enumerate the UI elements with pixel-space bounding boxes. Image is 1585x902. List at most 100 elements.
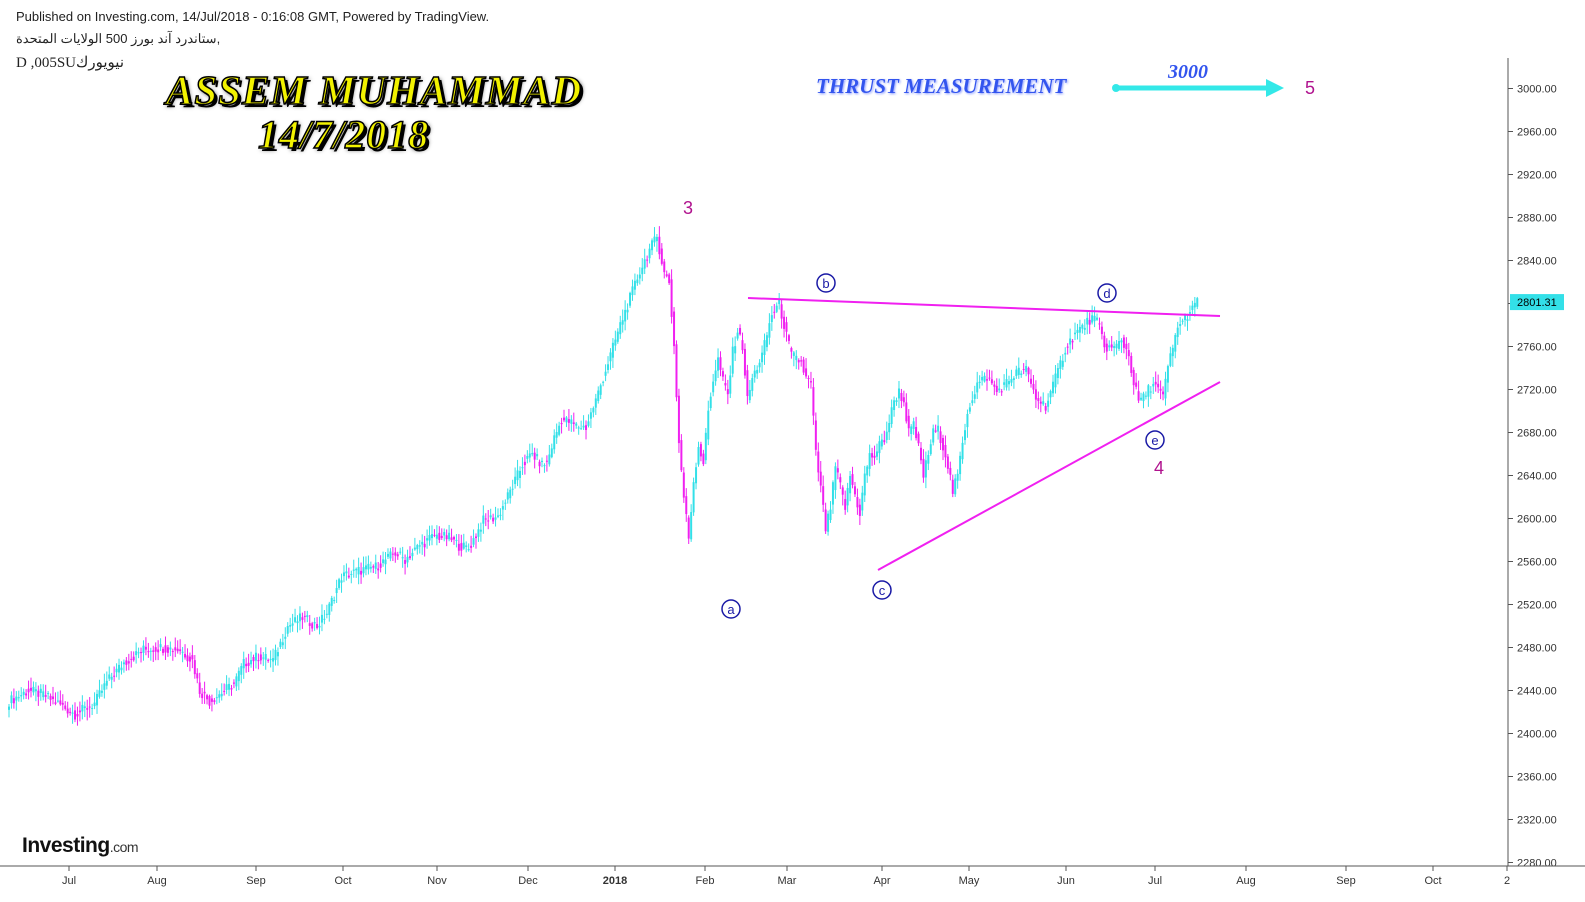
- candle-body: [93, 702, 96, 707]
- candle-body: [316, 624, 319, 629]
- candle-body: [386, 553, 389, 557]
- candle-body: [242, 659, 245, 669]
- candle-body: [1096, 317, 1099, 320]
- logo-main: Investing: [22, 834, 110, 857]
- candle-body: [790, 348, 793, 352]
- candle-body: [692, 482, 695, 513]
- candle-body: [1032, 383, 1035, 390]
- candle-body: [1098, 323, 1101, 325]
- candle-body: [682, 472, 685, 498]
- candle-body: [267, 659, 270, 661]
- price-axis[interactable]: 3000.002960.002920.002880.002840.002800.…: [1507, 58, 1564, 870]
- time-tick-label: Feb: [696, 875, 715, 887]
- price-tick-label: 3000.00: [1517, 84, 1557, 96]
- candle-body: [443, 532, 446, 536]
- candle-body: [873, 455, 876, 458]
- candle-body: [626, 309, 629, 313]
- candle-body: [819, 471, 822, 486]
- price-tick-label: 2920.00: [1517, 170, 1557, 182]
- candle-body: [653, 236, 656, 243]
- candle-body: [159, 644, 162, 648]
- candle-body: [983, 375, 986, 382]
- candle-body: [978, 381, 981, 384]
- candle-body: [193, 660, 196, 675]
- candle-body: [1184, 315, 1187, 321]
- candle-body: [286, 626, 289, 634]
- candle-body: [240, 666, 243, 675]
- time-tick-label: Nov: [427, 875, 447, 887]
- candle-body: [360, 570, 363, 575]
- candle-body: [482, 515, 485, 524]
- candle-body: [1078, 326, 1081, 333]
- candle-body: [599, 385, 602, 395]
- candle-body: [550, 448, 553, 458]
- candle-body: [421, 541, 424, 545]
- candle-body: [1069, 338, 1072, 345]
- candle-body: [100, 690, 103, 693]
- candle-body: [751, 378, 754, 391]
- candle-body: [1176, 327, 1179, 338]
- candle-body: [946, 456, 949, 469]
- candle-body: [802, 359, 805, 373]
- candle-body: [841, 487, 844, 495]
- price-tick-label: 2560.00: [1517, 557, 1557, 569]
- candle-body: [555, 432, 558, 438]
- candle-body: [944, 444, 947, 458]
- candle-body: [597, 390, 600, 401]
- candle-body: [915, 426, 918, 439]
- time-tick-label: Aug: [1236, 875, 1256, 887]
- candle-body: [230, 688, 233, 690]
- candle-body: [318, 625, 321, 628]
- candle-body: [990, 379, 993, 384]
- candle-body: [347, 575, 350, 578]
- candle-body: [912, 421, 915, 429]
- candle-body: [646, 259, 649, 261]
- candle-body: [49, 695, 52, 700]
- candle-body: [1118, 340, 1121, 349]
- candle-body: [731, 346, 734, 374]
- candle-body: [526, 455, 529, 459]
- candle-body: [587, 421, 590, 426]
- candle-body: [279, 641, 282, 647]
- candle-body: [71, 712, 74, 714]
- last-price-tag: [1510, 294, 1564, 311]
- candle-body: [367, 563, 370, 570]
- wave-a-marker: a: [721, 599, 741, 619]
- candle-body: [809, 381, 812, 383]
- wave-e-label: e: [1151, 433, 1158, 448]
- candle-body: [81, 704, 84, 712]
- candle-body: [604, 371, 607, 376]
- candle-body: [1083, 327, 1086, 330]
- candle-body: [1157, 383, 1160, 388]
- investing-logo[interactable]: Investing.com: [22, 834, 139, 858]
- candle-body: [651, 240, 654, 251]
- candle-body: [369, 566, 372, 569]
- candle-body: [516, 470, 519, 481]
- candle-body: [680, 440, 683, 471]
- candle-body: [956, 473, 959, 481]
- candle-body: [462, 542, 465, 549]
- candle-body: [677, 395, 680, 444]
- candle-body: [611, 342, 614, 358]
- candle-body: [377, 568, 380, 571]
- candle-body: [1066, 346, 1069, 348]
- wave-b-label: b: [822, 276, 829, 291]
- candle-body: [1135, 382, 1138, 387]
- candle-body: [308, 623, 311, 626]
- candle-body: [335, 587, 338, 594]
- time-axis[interactable]: Jul Aug Sep Oct Nov Dec 2018 Feb Mar Apr May Jun Jul…: [0, 865, 1585, 887]
- candle-body: [1164, 378, 1167, 399]
- candle-body: [560, 423, 563, 425]
- instrument-exchange: D ,005SUنيويورك: [16, 55, 124, 71]
- candle-body: [856, 497, 859, 508]
- price-tick-label: 2720.00: [1517, 385, 1557, 397]
- candle-body: [592, 408, 595, 413]
- candle-body: [1054, 373, 1057, 388]
- candle-body: [897, 388, 900, 399]
- candle-body: [42, 691, 45, 698]
- time-tick-label: Oct: [1424, 875, 1441, 887]
- candle-body: [157, 649, 160, 653]
- candle-body: [768, 323, 771, 338]
- candle-body: [528, 453, 531, 458]
